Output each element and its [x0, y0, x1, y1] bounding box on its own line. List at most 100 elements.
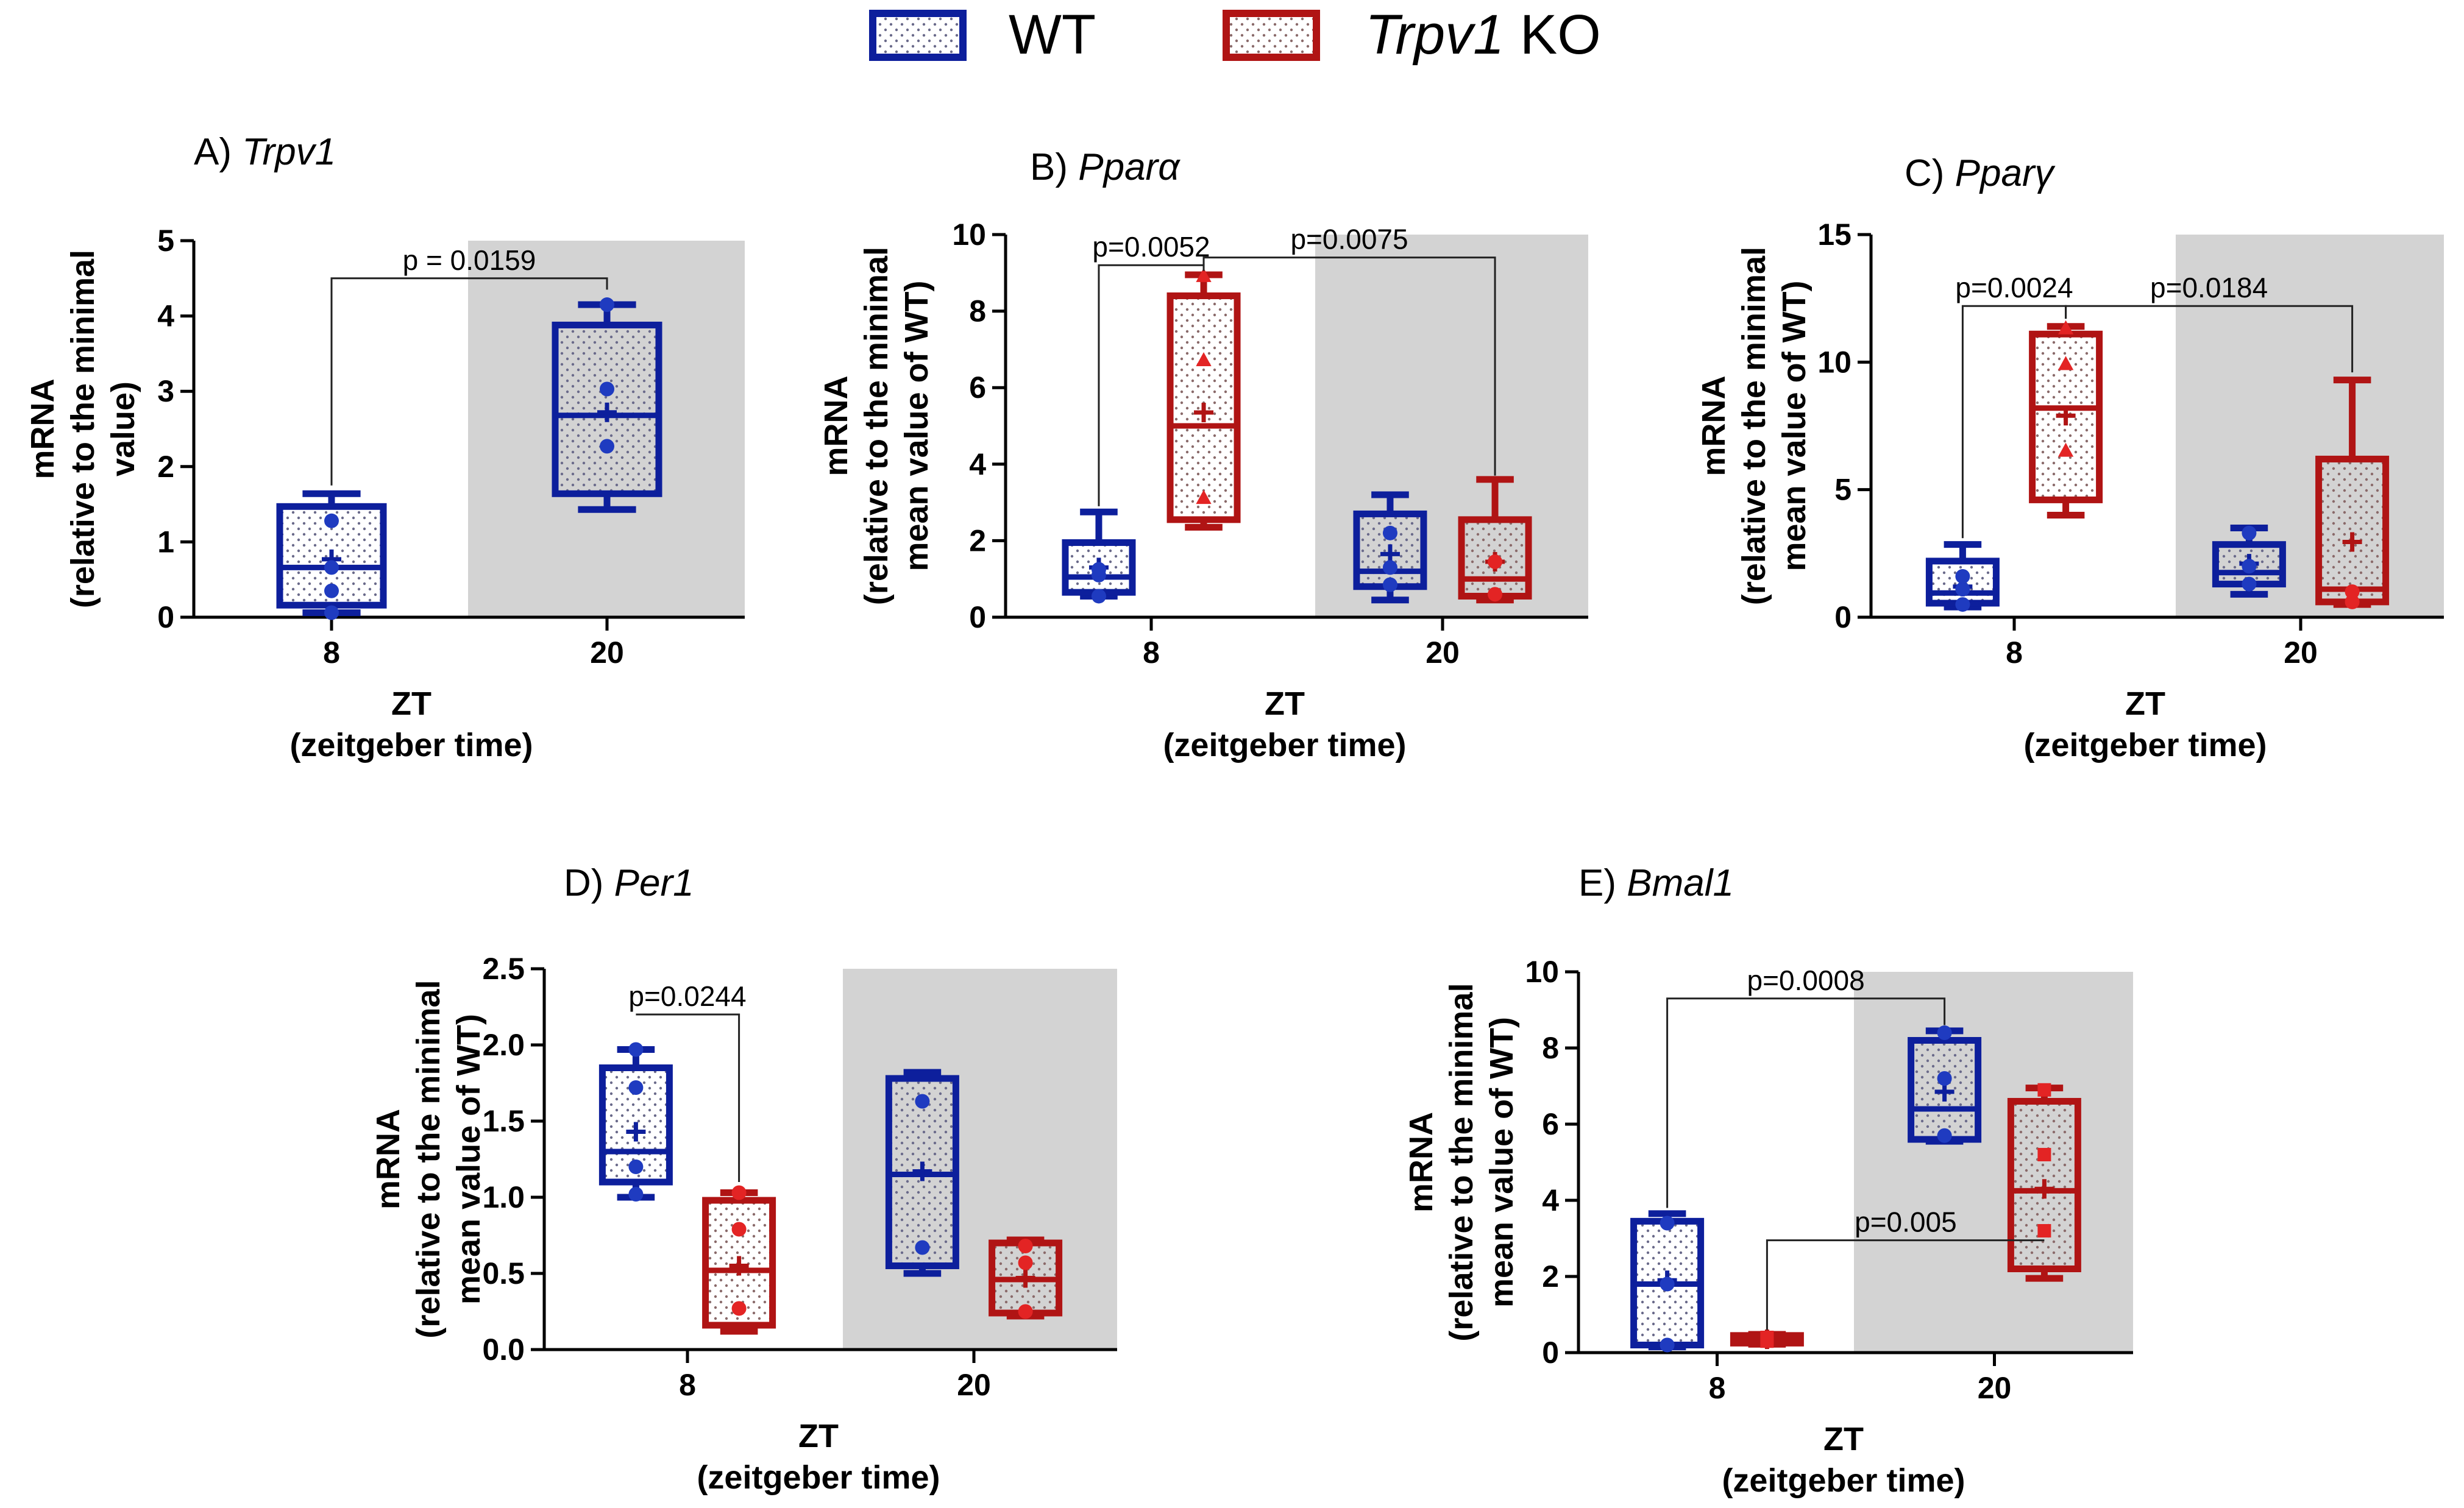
y-tick-label: 2 [969, 523, 986, 558]
data-point [628, 1080, 644, 1095]
legend-ko-label: Trpv1 KO [1365, 4, 1601, 66]
night-shading [1854, 972, 2133, 1353]
y-tick-label: 6 [969, 370, 986, 405]
y-tick-label: 10 [952, 218, 986, 252]
p-value-label: p=0.0008 [1747, 965, 1865, 996]
x-tick-label: 20 [2284, 635, 2318, 670]
box-ko-2 [702, 1185, 776, 1335]
y-axis-label: (relative to the minimal [65, 250, 101, 608]
y-axis-label: mean value of WT) [898, 280, 935, 571]
box-wt-1 [598, 1042, 673, 1202]
significance-bracket: p = 0.0159 [330, 244, 608, 486]
significance-bracket: p=0.0184 [2065, 272, 2354, 373]
significance-bracket: p=0.0244 [628, 980, 747, 1182]
data-point [1488, 554, 1503, 569]
x-axis-label: ZT [391, 685, 431, 722]
data-point [1018, 1239, 1033, 1253]
x-axis-label: ZT [1265, 685, 1305, 722]
box-ko-2 [1730, 1329, 1804, 1350]
p-value-label: p=0.005 [1855, 1206, 1957, 1238]
legend-ko-suffix: KO [1504, 4, 1600, 66]
box-ko-4 [2315, 377, 2390, 609]
data-point [731, 1301, 747, 1316]
x-tick-label: 8 [2006, 635, 2023, 670]
bracket-line [1766, 1239, 2045, 1330]
y-tick-label: 0.5 [482, 1256, 525, 1290]
p-value-label: p=0.0075 [1290, 224, 1408, 255]
box-iqr [2315, 455, 2390, 606]
data-point [628, 1187, 644, 1202]
data-point [628, 1042, 644, 1057]
panel-title-gene: Pparγ [1955, 152, 2056, 194]
y-tick-label: 4 [1542, 1183, 1559, 1217]
p-value-label: p=0.0024 [1955, 272, 2073, 303]
x-tick-label: 20 [590, 635, 624, 670]
box-wt-1 [1925, 541, 2000, 612]
box-wt-1 [1630, 1210, 1705, 1353]
panel-title-prefix: E) [1578, 862, 1627, 904]
data-point [1091, 589, 1106, 604]
y-tick-label: 15 [1817, 218, 1852, 252]
box-wt-2 [552, 297, 662, 513]
p-value-label: p=0.0244 [628, 980, 746, 1012]
bracket-line [1666, 997, 1946, 1208]
data-point [324, 513, 339, 528]
y-axis-label: mRNA [818, 375, 854, 476]
data-point [1196, 490, 1212, 504]
y-tick-label: 2 [1542, 1259, 1559, 1294]
p-value-label: p=0.0052 [1092, 231, 1210, 263]
x-axis-label: (zeitgeber time) [1163, 727, 1406, 763]
data-point [1955, 581, 1970, 596]
data-point [628, 1159, 644, 1174]
data-point [1660, 1276, 1675, 1292]
panel-title: C) Pparγ [1905, 152, 2056, 194]
x-tick-label: 8 [679, 1368, 696, 1402]
legend-wt-swatch [869, 10, 967, 61]
data-point [1091, 562, 1106, 577]
data-point [2345, 594, 2360, 609]
panel-title: D) Per1 [564, 862, 694, 904]
data-point [2037, 1083, 2051, 1097]
y-tick-label: 10 [1525, 955, 1559, 989]
panel-c-pparg: 0 5 10 15 8 20 ZT (zeitgeber time) mRNA (relative… [1695, 152, 2444, 763]
data-point [1955, 597, 1970, 612]
panel-title: B) Pparα [1030, 146, 1181, 188]
y-tick-label: 0 [969, 600, 986, 634]
data-point [915, 1094, 930, 1109]
panel-b-ppara: 0 2 4 6 8 10 8 20 ZT (zeitgeber time) mRNA (relativ… [818, 146, 1588, 763]
box-ko-2 [1166, 267, 1241, 531]
x-axis-label: (zeitgeber time) [1722, 1462, 1965, 1499]
y-axis-label: mean value of WT) [450, 1014, 487, 1304]
bracket-line [330, 277, 608, 486]
data-point [1955, 569, 1970, 584]
panel-title: E) Bmal1 [1578, 862, 1734, 904]
data-point [2345, 584, 2360, 600]
y-tick-label: 0.0 [482, 1333, 525, 1367]
y-tick-label: 5 [1834, 473, 1852, 507]
y-tick-label: 2.5 [482, 952, 525, 986]
panel-a-trpv1: 0 1 2 3 4 5 8 20 ZT (zeitgeber time) mRNA (relative… [24, 131, 745, 763]
p-value-label: p = 0.0159 [403, 244, 536, 276]
bracket-line [2065, 305, 2354, 373]
y-axis-label: mRNA [24, 378, 61, 479]
y-tick-label: 0 [1542, 1336, 1559, 1370]
panel-title-gene: Pparα [1078, 146, 1181, 188]
data-point [600, 297, 614, 313]
x-axis-label: (zeitgeber time) [697, 1459, 940, 1496]
box-wt-3 [2212, 524, 2286, 598]
data-point [1196, 267, 1212, 282]
data-point [1937, 1025, 1952, 1040]
y-axis-label: mRNA [1403, 1112, 1440, 1212]
box-wt-1 [1062, 508, 1136, 604]
data-point [2057, 356, 2074, 370]
x-axis-label: ZT [1823, 1421, 1864, 1457]
data-point [1196, 352, 1212, 367]
significance-bracket: p=0.005 [1766, 1206, 2045, 1330]
data-point [1937, 1128, 1952, 1143]
box-wt-1 [276, 490, 387, 620]
significance-bracket: p=0.0052 [1092, 231, 1210, 506]
data-point [600, 439, 614, 454]
y-tick-label: 2 [157, 450, 174, 484]
y-tick-label: 8 [1542, 1031, 1559, 1065]
